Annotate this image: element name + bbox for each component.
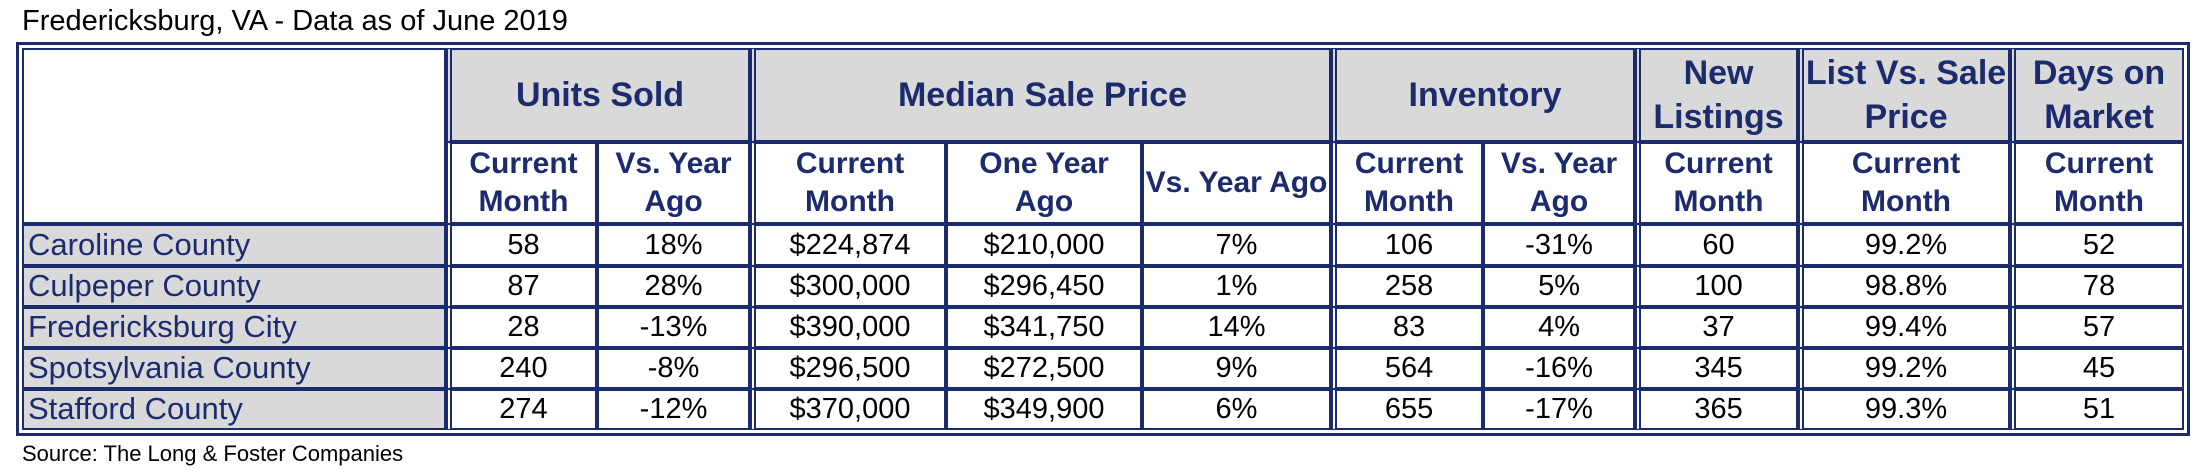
units-vs-year-ago-cell: -12% <box>597 388 751 430</box>
price-one-year-ago-cell: $272,500 <box>946 347 1143 389</box>
table-row: Caroline County 58 18% $224,874 $210,000 7% 10… <box>22 224 2185 266</box>
list-vs-sale-cell: 98.8% <box>1798 265 2011 307</box>
inventory-vs-year-ago-cell: -16% <box>1483 347 1636 389</box>
days-on-market-cell: 78 <box>2010 265 2185 307</box>
price-current-cell: $296,500 <box>750 347 947 389</box>
table-row: Stafford County 274 -12% $370,000 $349,900 6%… <box>22 388 2185 430</box>
price-one-year-ago-cell: $296,450 <box>946 265 1143 307</box>
inventory-vs-year-ago-cell: -17% <box>1483 388 1636 430</box>
price-vs-year-ago-cell: 9% <box>1142 347 1332 389</box>
price-current-cell: $224,874 <box>750 224 947 266</box>
header-units-sold: Units Sold <box>446 48 751 143</box>
table-body: Caroline County 58 18% $224,874 $210,000 7% 10… <box>22 224 2185 430</box>
units-current-cell: 240 <box>446 347 597 389</box>
units-vs-year-ago-cell: 28% <box>597 265 751 307</box>
units-vs-year-ago-cell: -13% <box>597 306 751 348</box>
source-note: Source: The Long & Foster Companies <box>22 441 404 466</box>
price-one-year-ago-cell: $210,000 <box>946 224 1143 266</box>
new-listings-cell: 365 <box>1635 388 1799 430</box>
units-current-cell: 58 <box>446 224 597 266</box>
row-name-cell: Caroline County <box>22 224 446 266</box>
units-current-cell: 87 <box>446 265 597 307</box>
market-data-table: Units Sold Median Sale Price Inventory N… <box>22 48 2185 430</box>
days-on-market-cell: 45 <box>2010 347 2185 389</box>
new-listings-cell: 100 <box>1635 265 1799 307</box>
header-days-on-market: Days on Market <box>2010 48 2185 143</box>
row-name-cell: Stafford County <box>22 388 446 430</box>
table-row: Spotsylvania County 240 -8% $296,500 $272,50… <box>22 347 2185 389</box>
inventory-vs-year-ago-cell: 4% <box>1483 306 1636 348</box>
header-new-listings: New Listings <box>1635 48 1799 143</box>
table-row: Fredericksburg City 28 -13% $390,000 $341,75… <box>22 306 2185 348</box>
price-one-year-ago-cell: $341,750 <box>946 306 1143 348</box>
row-name-cell: Culpeper County <box>22 265 446 307</box>
inventory-current-cell: 83 <box>1331 306 1484 348</box>
units-current-cell: 28 <box>446 306 597 348</box>
price-one-year-ago-cell: $349,900 <box>946 388 1143 430</box>
header-median-sale-price: Median Sale Price <box>750 48 1332 143</box>
price-current-cell: $300,000 <box>750 265 947 307</box>
subheader-new-listings-current-month: Current Month <box>1635 142 1799 225</box>
inventory-current-cell: 564 <box>1331 347 1484 389</box>
list-vs-sale-cell: 99.2% <box>1798 224 2011 266</box>
new-listings-cell: 345 <box>1635 347 1799 389</box>
subheader-list-vs-sale-current-month: Current Month <box>1798 142 2011 225</box>
price-vs-year-ago-cell: 1% <box>1142 265 1332 307</box>
subheader-price-vs-year-ago: Vs. Year Ago <box>1142 142 1332 225</box>
subheader-dom-current-month: Current Month <box>2010 142 2185 225</box>
header-list-vs-sale: List Vs. Sale Price <box>1798 48 2011 143</box>
subheader-units-vs-year-ago: Vs. Year Ago <box>597 142 751 225</box>
table-row: Culpeper County 87 28% $300,000 $296,450 1% 25… <box>22 265 2185 307</box>
subheader-inventory-current-month: Current Month <box>1331 142 1484 225</box>
page-title: Fredericksburg, VA - Data as of June 201… <box>22 5 568 37</box>
units-vs-year-ago-cell: 18% <box>597 224 751 266</box>
inventory-current-cell: 655 <box>1331 388 1484 430</box>
subheader-price-current-month: Current Month <box>750 142 947 225</box>
inventory-current-cell: 258 <box>1331 265 1484 307</box>
subheader-units-current-month: Current Month <box>446 142 597 225</box>
price-vs-year-ago-cell: 7% <box>1142 224 1332 266</box>
subheader-inventory-vs-year-ago: Vs. Year Ago <box>1483 142 1636 225</box>
subheader-price-one-year-ago: One Year Ago <box>946 142 1143 225</box>
days-on-market-cell: 57 <box>2010 306 2185 348</box>
list-vs-sale-cell: 99.4% <box>1798 306 2011 348</box>
inventory-vs-year-ago-cell: 5% <box>1483 265 1636 307</box>
price-current-cell: $390,000 <box>750 306 947 348</box>
new-listings-cell: 60 <box>1635 224 1799 266</box>
list-vs-sale-cell: 99.2% <box>1798 347 2011 389</box>
units-vs-year-ago-cell: -8% <box>597 347 751 389</box>
price-vs-year-ago-cell: 6% <box>1142 388 1332 430</box>
price-current-cell: $370,000 <box>750 388 947 430</box>
inventory-current-cell: 106 <box>1331 224 1484 266</box>
corner-cell <box>22 48 446 225</box>
header-inventory: Inventory <box>1331 48 1636 143</box>
days-on-market-cell: 51 <box>2010 388 2185 430</box>
new-listings-cell: 37 <box>1635 306 1799 348</box>
list-vs-sale-cell: 99.3% <box>1798 388 2011 430</box>
row-name-cell: Fredericksburg City <box>22 306 446 348</box>
inventory-vs-year-ago-cell: -31% <box>1483 224 1636 266</box>
units-current-cell: 274 <box>446 388 597 430</box>
data-table-frame: Units Sold Median Sale Price Inventory N… <box>16 42 2190 436</box>
row-name-cell: Spotsylvania County <box>22 347 446 389</box>
days-on-market-cell: 52 <box>2010 224 2185 266</box>
price-vs-year-ago-cell: 14% <box>1142 306 1332 348</box>
